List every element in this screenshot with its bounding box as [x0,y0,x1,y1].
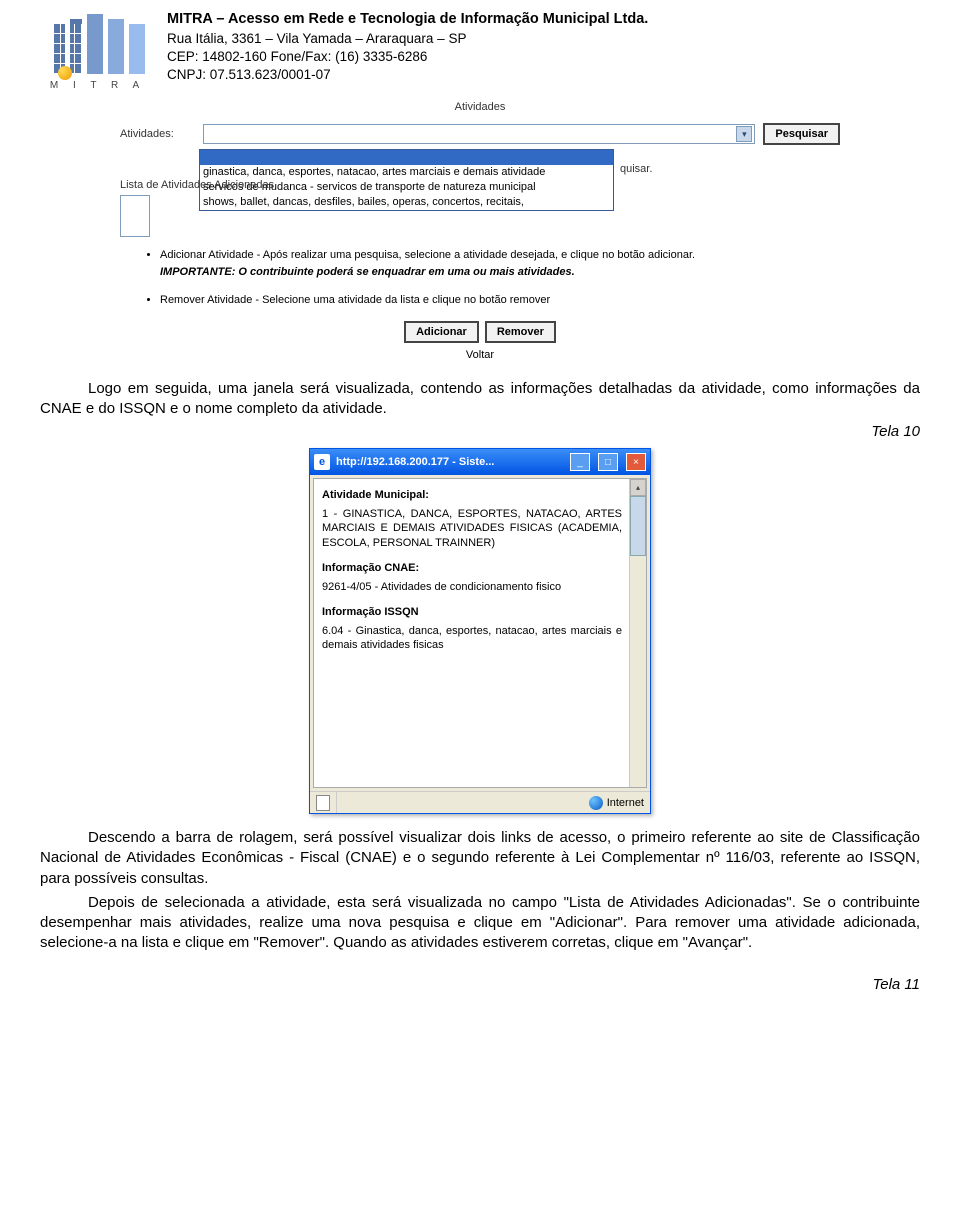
body-paragraph: Logo em seguida, uma janela será visuali… [40,379,920,420]
ie-icon: e [314,454,330,470]
popup-body: ▴ Atividade Municipal: 1 - GINASTICA, DA… [313,478,647,788]
cep-line: CEP: 14802-160 Fone/Fax: (16) 3335-6286 [167,48,920,66]
atividades-select[interactable]: ▾ [203,124,755,144]
atividades-screenshot: Atividades Atividades: ▾ Pesquisar ginas… [120,101,840,361]
pesquisar-button[interactable]: Pesquisar [763,123,840,145]
logo-text: M I T R A [50,80,145,91]
scroll-up-icon[interactable]: ▴ [630,479,646,496]
popup-titlebar: e http://192.168.200.177 - Siste... _ □ … [310,449,650,475]
popup-title-text: http://192.168.200.177 - Siste... [336,456,562,468]
letterhead: M I T R A MITRA – Acesso em Rede e Tecno… [40,10,920,95]
dropdown-option[interactable]: shows, ballet, dancas, desfiles, bailes,… [200,195,613,210]
remover-button[interactable]: Remover [485,321,556,343]
body-paragraph: Descendo a barra de rolagem, será possív… [40,828,920,889]
instruction-item: Remover Atividade - Selecione uma ativid… [160,292,840,309]
dropdown-option[interactable] [200,150,613,165]
status-zone: Internet [607,797,644,809]
chevron-down-icon: ▾ [736,126,752,142]
header-info: MITRA – Acesso em Rede e Tecnologia de I… [167,10,920,84]
figure-caption: Tela 10 [40,423,920,440]
minimize-button[interactable]: _ [570,453,590,471]
adicionar-button[interactable]: Adicionar [404,321,479,343]
section-heading: Atividade Municipal: [322,489,622,501]
logo-graphic [48,14,148,74]
globe-icon [589,796,603,810]
maximize-button[interactable]: □ [598,453,618,471]
section-text: 9261-4/05 - Atividades de condicionament… [322,580,622,594]
body-paragraph: Depois de selecionada a atividade, esta … [40,893,920,954]
popup-statusbar: Internet [310,791,650,813]
instruction-list: Adicionar Atividade - Após realizar uma … [160,247,840,309]
section-text: 1 - GINASTICA, DANCA, ESPORTES, NATACAO,… [322,507,622,550]
document-icon [316,795,330,811]
screen-title: Atividades [120,101,840,113]
section-heading: Informação ISSQN [322,606,622,618]
scroll-thumb[interactable] [630,496,646,556]
company-name: MITRA – Acesso em Rede e Tecnologia de I… [167,10,920,30]
section-heading: Informação CNAE: [322,562,622,574]
popup-window: e http://192.168.200.177 - Siste... _ □ … [309,448,651,814]
voltar-link[interactable]: Voltar [120,349,840,361]
cnpj-line: CNPJ: 07.513.623/0001-07 [167,66,920,84]
address-line: Rua Itália, 3361 – Vila Yamada – Araraqu… [167,30,920,48]
dropdown-option[interactable]: ginastica, danca, esportes, natacao, art… [200,165,613,180]
hint-fragment: quisar. [620,163,840,175]
instruction-item: Adicionar Atividade - Após realizar uma … [160,247,840,280]
figure-caption: Tela 11 [40,976,920,993]
logo: M I T R A [40,10,155,95]
atividades-label: Atividades: [120,128,195,140]
scrollbar[interactable]: ▴ [629,479,646,787]
close-button[interactable]: × [626,453,646,471]
lista-atividades-listbox[interactable] [120,195,150,237]
section-text: 6.04 - Ginastica, danca, esportes, natac… [322,624,622,653]
